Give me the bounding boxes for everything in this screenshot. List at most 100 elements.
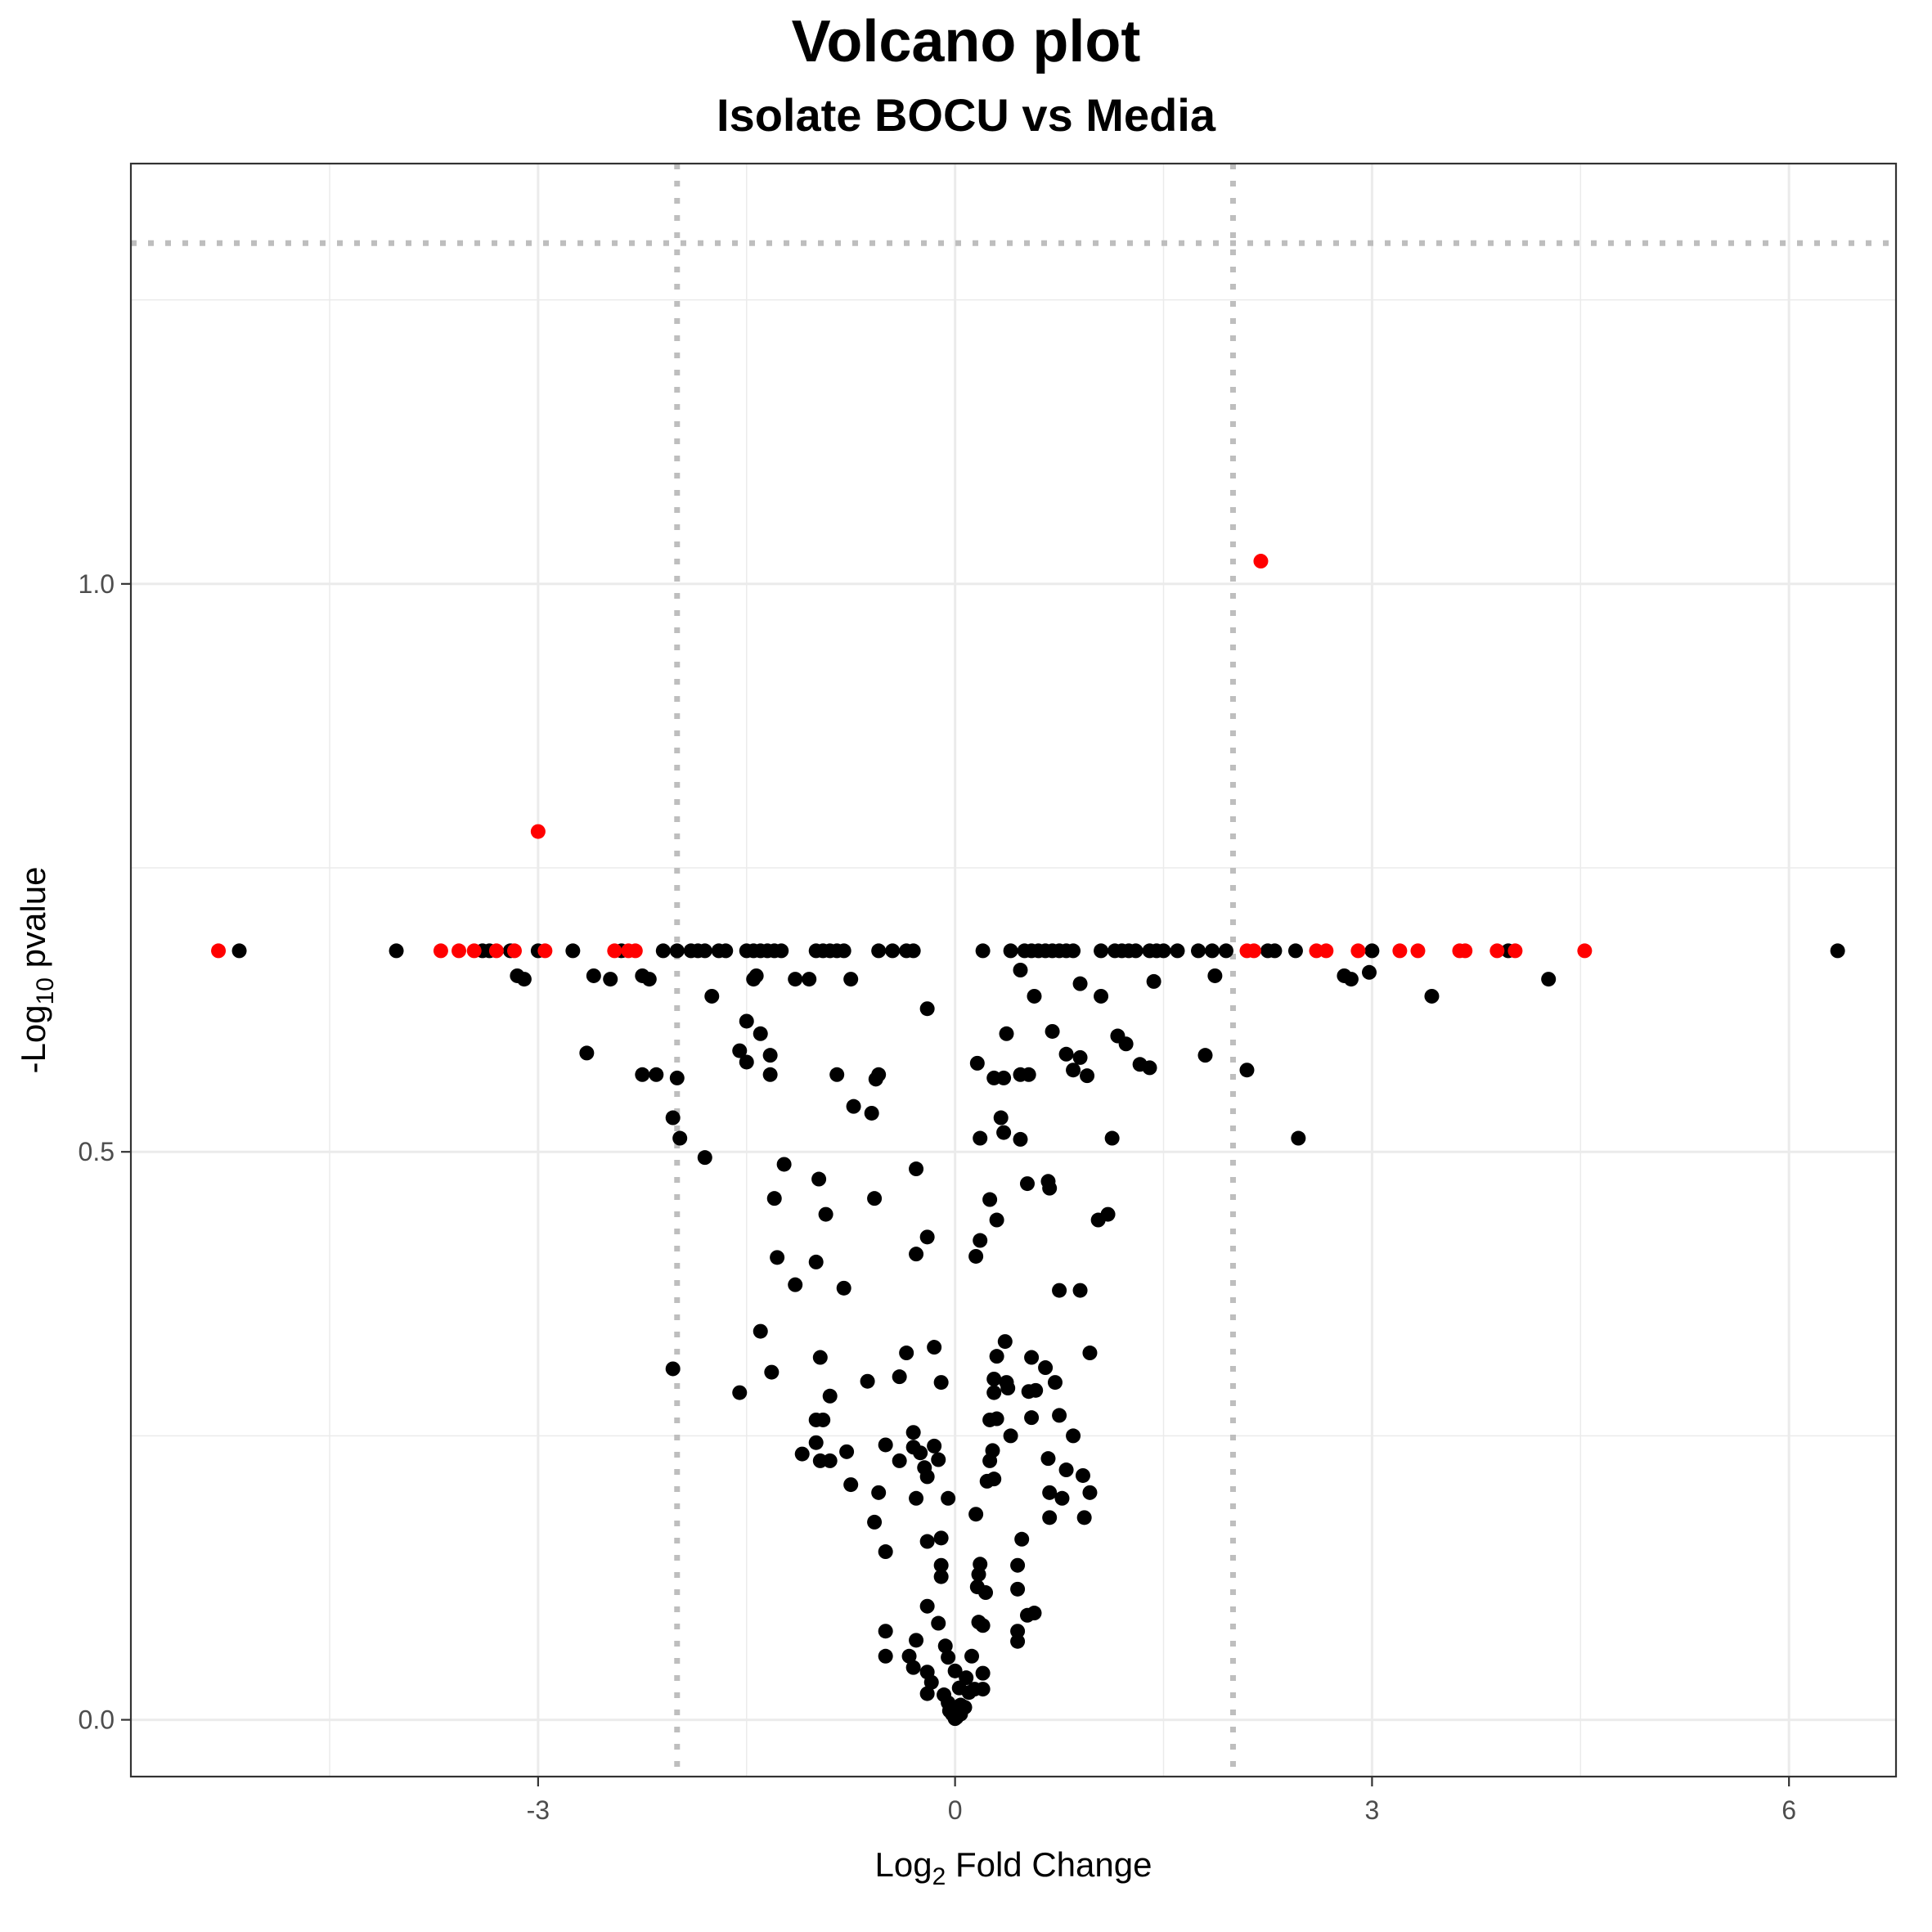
- non-significant-point: [665, 1110, 681, 1126]
- non-significant-point: [603, 972, 618, 987]
- non-significant-point: [1003, 943, 1018, 959]
- non-significant-point: [1424, 988, 1440, 1004]
- plot-panel-border: [129, 162, 1898, 1778]
- non-significant-point: [846, 1099, 861, 1114]
- non-significant-point: [919, 1534, 935, 1549]
- non-significant-point: [919, 1001, 935, 1017]
- non-significant-point: [1239, 1063, 1255, 1078]
- non-significant-point: [635, 1067, 650, 1082]
- non-significant-point: [996, 1125, 1012, 1140]
- non-significant-point: [986, 1371, 1002, 1386]
- non-significant-point: [818, 1206, 833, 1222]
- y-tick-label: 0.0: [79, 1705, 115, 1735]
- non-significant-point: [1042, 1180, 1058, 1196]
- non-significant-point: [871, 1485, 887, 1500]
- non-significant-point: [878, 1437, 893, 1453]
- non-significant-point: [1052, 1283, 1067, 1298]
- x-tick-label: -3: [527, 1795, 550, 1825]
- non-significant-point: [1014, 1531, 1030, 1547]
- x-axis-title-rest: Fold Change: [946, 1845, 1152, 1884]
- non-significant-point: [937, 1638, 953, 1654]
- non-significant-point: [1080, 1068, 1095, 1084]
- non-significant-point: [975, 1665, 991, 1681]
- non-significant-point: [565, 943, 581, 959]
- significant-point: [466, 943, 482, 959]
- significant-point: [1350, 943, 1366, 959]
- y-axis-title-base: -Log: [14, 1004, 52, 1073]
- non-significant-point: [1072, 1283, 1088, 1298]
- non-significant-point: [969, 1055, 985, 1071]
- non-significant-point: [975, 943, 991, 959]
- non-significant-point: [1104, 1130, 1120, 1146]
- non-significant-point: [766, 1191, 782, 1206]
- x-axis-ticks: -3 0 3 6: [527, 1777, 1796, 1825]
- non-significant-point: [947, 1711, 963, 1727]
- non-significant-point: [822, 1388, 838, 1404]
- non-significant-point: [971, 1566, 986, 1582]
- non-significant-point: [579, 1045, 595, 1061]
- non-significant-point: [1013, 1131, 1028, 1147]
- non-significant-point: [1118, 1036, 1134, 1052]
- non-significant-point: [748, 968, 764, 983]
- non-significant-point: [878, 1648, 893, 1664]
- non-significant-point: [1045, 1023, 1060, 1039]
- non-significant-point: [1094, 988, 1109, 1004]
- non-significant-point: [1066, 1063, 1081, 1078]
- non-significant-point: [867, 1514, 883, 1530]
- significant-point: [452, 943, 467, 959]
- non-significant-point: [1024, 1350, 1040, 1365]
- non-significant-point: [776, 1157, 792, 1172]
- non-significant-point: [1218, 943, 1233, 959]
- non-significant-point: [794, 1446, 810, 1462]
- significant-point: [488, 943, 504, 959]
- non-significant-point: [697, 1150, 712, 1166]
- non-significant-point: [913, 1445, 928, 1461]
- non-significant-point: [802, 972, 817, 987]
- non-significant-point: [649, 1067, 664, 1082]
- non-significant-point: [1003, 1428, 1018, 1444]
- non-significant-point: [1142, 1060, 1157, 1076]
- non-significant-point: [919, 1469, 935, 1485]
- non-significant-point: [1058, 1462, 1074, 1478]
- y-axis-title-rest: pvalue: [14, 867, 52, 977]
- non-significant-point: [919, 1598, 935, 1614]
- non-significant-point: [1364, 943, 1380, 959]
- y-axis-title: -Log10 pvalue: [14, 867, 59, 1074]
- non-significant-point: [885, 943, 901, 959]
- non-significant-point: [815, 1412, 831, 1427]
- non-significant-point: [1066, 1428, 1081, 1444]
- non-significant-point: [811, 1171, 827, 1187]
- non-significant-point: [1072, 976, 1088, 991]
- non-significant-point: [1170, 943, 1185, 959]
- significant-point: [1458, 943, 1473, 959]
- non-significant-point: [829, 1067, 845, 1082]
- non-significant-point: [909, 1161, 924, 1177]
- x-tick-label: 3: [1364, 1795, 1379, 1825]
- non-significant-point: [739, 1013, 754, 1029]
- non-significant-point: [919, 1229, 935, 1245]
- significant-point: [506, 943, 522, 959]
- non-significant-point: [989, 1411, 1004, 1427]
- non-significant-point: [1028, 1382, 1044, 1398]
- non-significant-point: [672, 1130, 688, 1146]
- significant-point: [1489, 943, 1505, 959]
- non-significant-point: [718, 943, 734, 959]
- non-significant-point: [978, 1585, 994, 1601]
- y-axis-title-subscript: 10: [32, 977, 59, 1004]
- significant-point: [211, 943, 227, 959]
- y-axis-ticks: 0.0 0.5 1.0: [79, 569, 131, 1735]
- non-significant-point: [909, 1247, 924, 1262]
- non-significant-point: [1040, 1451, 1056, 1467]
- non-significant-point: [586, 968, 601, 983]
- non-significant-point: [1066, 943, 1081, 959]
- non-significant-point: [947, 1663, 963, 1678]
- non-significant-point: [641, 972, 657, 987]
- x-axis-title-subscript: 2: [932, 1863, 946, 1890]
- significant-point: [1410, 943, 1426, 959]
- significant-point: [537, 943, 553, 959]
- non-significant-point: [933, 1530, 949, 1546]
- non-significant-point: [1082, 1346, 1098, 1361]
- non-significant-point: [808, 1254, 824, 1269]
- threshold-lines: [131, 164, 1896, 1777]
- non-significant-point: [843, 1477, 859, 1493]
